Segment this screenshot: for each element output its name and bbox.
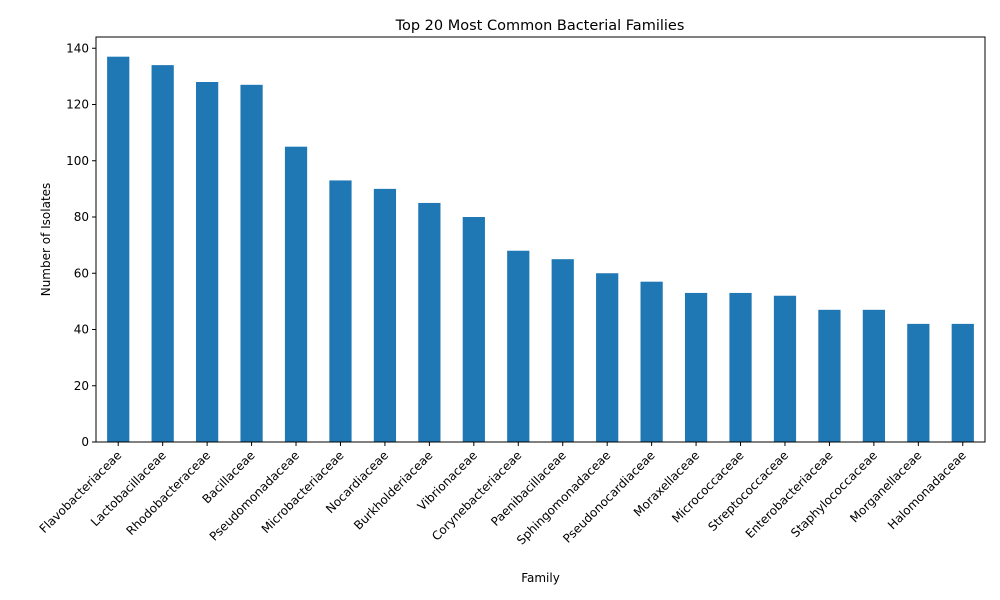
x-axis: FlavobacteriaceaeLactobacillaceaeRhodoba… bbox=[37, 442, 969, 548]
x-tick-label: Paenibacillaceae bbox=[488, 448, 569, 529]
bar bbox=[462, 217, 485, 442]
bar bbox=[151, 65, 174, 442]
bar bbox=[507, 250, 530, 442]
y-tick-label: 80 bbox=[74, 210, 89, 224]
y-tick-label: 0 bbox=[81, 435, 89, 449]
bar bbox=[862, 309, 885, 442]
y-axis: 0 20 40 60 80 100 120 140 bbox=[66, 41, 96, 449]
bar bbox=[329, 180, 352, 442]
x-tick-label: Halomonadaceae bbox=[885, 448, 969, 532]
x-tick-label: Lactobacillaceae bbox=[88, 448, 169, 529]
x-axis-label: Family bbox=[521, 571, 560, 585]
x-tick-label: Rhodobacteraceae bbox=[124, 448, 214, 538]
bar bbox=[818, 309, 841, 442]
bar bbox=[551, 259, 574, 442]
y-tick-label: 120 bbox=[66, 98, 89, 112]
bar bbox=[951, 323, 974, 442]
plot-frame bbox=[95, 36, 986, 443]
bar bbox=[418, 202, 441, 442]
bar bbox=[729, 292, 752, 442]
y-tick-label: 40 bbox=[74, 323, 89, 337]
bar bbox=[240, 84, 263, 442]
x-tick-label: Burkholderiaceae bbox=[351, 448, 435, 532]
bar bbox=[107, 56, 130, 442]
x-tick-label: Streptococcaceae bbox=[705, 448, 791, 534]
bar bbox=[684, 292, 708, 442]
bar bbox=[596, 273, 619, 442]
bar bbox=[196, 82, 219, 442]
bar bbox=[284, 146, 308, 442]
bar bbox=[907, 323, 930, 442]
y-tick-label: 20 bbox=[74, 379, 89, 393]
x-tick-label: Enterobacteriaceae bbox=[743, 448, 836, 541]
y-tick-label: 140 bbox=[66, 41, 89, 55]
x-tick-label: Staphylococcaceae bbox=[788, 448, 880, 540]
chart-title: Top 20 Most Common Bacterial Families bbox=[395, 18, 685, 34]
bars-group bbox=[107, 56, 974, 442]
bar bbox=[773, 295, 797, 442]
bar bbox=[373, 188, 397, 442]
y-tick-label: 60 bbox=[74, 266, 89, 280]
y-axis-label: Number of Isolates bbox=[39, 183, 53, 297]
y-tick-label: 100 bbox=[66, 154, 89, 168]
bar bbox=[640, 281, 663, 442]
x-tick-label: Flavobacteriaceae bbox=[37, 448, 125, 536]
x-tick-label: Microbacteriaceae bbox=[259, 448, 347, 536]
